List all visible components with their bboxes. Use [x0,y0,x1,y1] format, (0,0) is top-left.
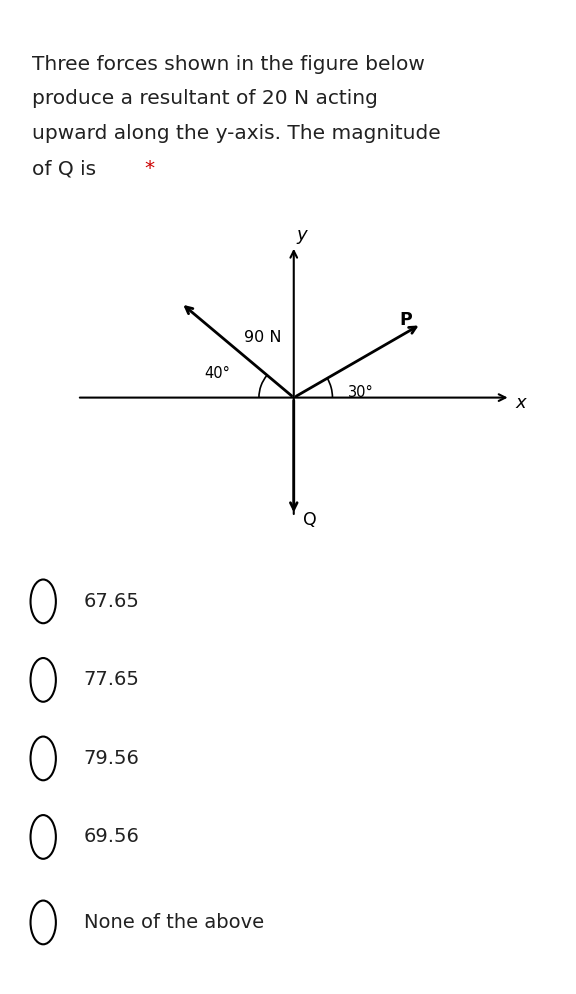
Text: 90 N: 90 N [244,330,282,345]
Text: produce a resultant of 20 N acting: produce a resultant of 20 N acting [32,89,377,108]
Text: upward along the y-axis. The magnitude: upward along the y-axis. The magnitude [32,124,441,143]
Text: None of the above: None of the above [84,912,264,932]
Text: P: P [400,311,412,329]
Text: 40°: 40° [204,366,230,381]
Text: 69.56: 69.56 [84,827,139,847]
Text: 67.65: 67.65 [84,591,139,611]
Text: Q: Q [303,511,317,530]
Text: 30°: 30° [348,386,374,401]
Text: of Q is: of Q is [32,159,102,178]
Text: 79.56: 79.56 [84,748,139,768]
Text: x: x [516,394,526,413]
Text: 77.65: 77.65 [84,670,139,690]
Text: y: y [296,226,307,244]
Text: *: * [144,159,154,178]
Text: Three forces shown in the figure below: Three forces shown in the figure below [32,55,425,74]
